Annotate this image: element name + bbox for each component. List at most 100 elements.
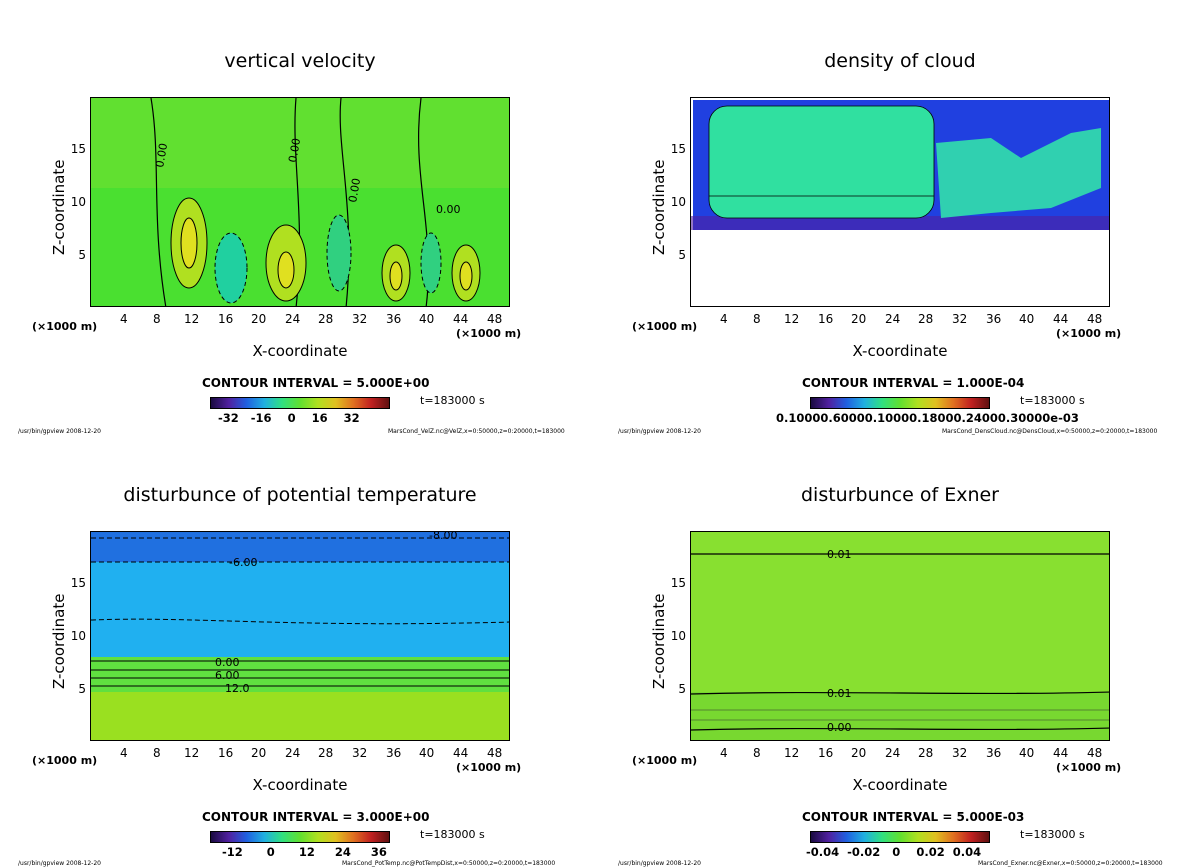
x-tick: 8 — [753, 312, 761, 326]
x-tick: 44 — [1053, 312, 1069, 326]
downdraft-core — [326, 214, 352, 292]
x-tick: 20 — [851, 746, 867, 760]
cloud-core — [708, 105, 935, 219]
chart-title: vertical velocity — [224, 50, 376, 72]
x-tick: 48 — [1087, 746, 1103, 760]
updraft-core — [277, 251, 295, 289]
contour-label: 0.00 — [286, 137, 303, 163]
x-tick: 16 — [218, 312, 234, 326]
x-axis-label: X-coordinate — [852, 776, 948, 794]
x-tick: 20 — [851, 312, 867, 326]
contour-plot: 0.00 0.00 0.00 0.00 — [91, 98, 509, 306]
colorbar — [210, 831, 390, 843]
contour-label: 0.01 — [827, 548, 852, 561]
x-tick: 16 — [818, 746, 834, 760]
x-tick: 48 — [487, 312, 503, 326]
x-tick: 44 — [453, 746, 469, 760]
contour-label: 0.00 — [827, 721, 852, 734]
x-tick: 20 — [251, 746, 267, 760]
chart-title: density of cloud — [824, 50, 976, 72]
x-tick: 36 — [386, 746, 402, 760]
footer-left: /usr/bin/gpview 2008-12-20 — [618, 860, 701, 867]
footer-right: MarsCond_VelZ.nc@VelZ,x=0:50000,z=0:2000… — [388, 428, 565, 435]
colorbar-ticks: -32 -16 0 16 32 — [218, 411, 360, 425]
time-label: t=183000 s — [420, 394, 485, 407]
footer-right: MarsCond_DensCloud.nc@DensCloud,x=0:5000… — [942, 428, 1158, 435]
x-tick: 36 — [986, 312, 1002, 326]
contour-label: 0.01 — [827, 687, 852, 700]
x-tick: 24 — [885, 746, 901, 760]
x-tick: 40 — [1019, 746, 1035, 760]
y-tick: 5 — [678, 248, 686, 262]
panel-density-of-cloud: density of cloud Z-coordinate 5 10 15 4 … — [600, 0, 1200, 435]
footer-left: /usr/bin/gpview 2008-12-20 — [18, 428, 101, 435]
x-tick: 36 — [986, 746, 1002, 760]
x-tick: 8 — [753, 746, 761, 760]
contour-label: 0.00 — [153, 142, 170, 168]
contour-label: 12.0 — [225, 682, 250, 695]
x-unit-left: (×1000 m) — [632, 320, 698, 333]
colorbar-ticks: 0.10000.60000.10000.18000.24000.30000e-0… — [776, 411, 1079, 425]
y-tick: 15 — [70, 576, 86, 590]
contour-label: -6.00 — [229, 556, 257, 569]
panel-exner: disturbunce of Exner 0.01 0.01 0.00 Z-co… — [600, 434, 1200, 868]
upper-field — [91, 98, 509, 188]
x-axis-label: X-coordinate — [852, 342, 948, 360]
time-label: t=183000 s — [420, 828, 485, 841]
x-tick: 12 — [184, 746, 200, 760]
cloud-base — [691, 216, 1109, 230]
contour-label: 0.00 — [436, 203, 461, 216]
x-tick: 28 — [318, 746, 334, 760]
x-tick: 40 — [419, 746, 435, 760]
y-tick: 10 — [670, 195, 686, 209]
contour-interval: CONTOUR INTERVAL = 5.000E+00 — [202, 376, 430, 390]
x-tick: 48 — [487, 746, 503, 760]
lower-field — [691, 692, 1109, 740]
panel-vertical-velocity: vertical velocity 0.00 0.00 0.00 0.00 Z — [0, 0, 600, 435]
x-tick: 28 — [918, 746, 934, 760]
time-label: t=183000 s — [1020, 394, 1085, 407]
plot-area: -8.00 -6.00 0.00 6.00 12.0 — [90, 531, 510, 741]
x-axis-label: X-coordinate — [252, 776, 348, 794]
contour-line — [91, 618, 509, 625]
downdraft-core — [214, 232, 248, 304]
contour-label: 0.00 — [346, 177, 363, 203]
colorbar-ticks: -12 0 12 24 36 — [222, 845, 387, 859]
x-tick: 8 — [153, 746, 161, 760]
panel-potential-temperature: disturbunce of potential temperature -8.… — [0, 434, 600, 868]
contour-label: -8.00 — [429, 532, 457, 542]
colorbar — [810, 397, 990, 409]
x-tick: 32 — [952, 312, 968, 326]
contour-plot — [691, 98, 1109, 306]
x-unit-left: (×1000 m) — [32, 320, 98, 333]
x-tick: 32 — [352, 312, 368, 326]
x-axis-label: X-coordinate — [252, 342, 348, 360]
footer-left: /usr/bin/gpview 2008-12-20 — [18, 860, 101, 867]
x-tick: 28 — [318, 312, 334, 326]
updraft-core — [180, 217, 198, 269]
contour-line — [691, 691, 1109, 695]
x-unit-right: (×1000 m) — [456, 761, 522, 774]
x-unit-right: (×1000 m) — [1056, 761, 1122, 774]
x-unit-left: (×1000 m) — [632, 754, 698, 767]
x-tick: 20 — [251, 312, 267, 326]
colorbar — [210, 397, 390, 409]
x-tick: 8 — [153, 312, 161, 326]
transition-layer — [91, 657, 509, 692]
y-tick: 10 — [670, 629, 686, 643]
chart-title: disturbunce of potential temperature — [123, 484, 477, 506]
colorbar — [810, 831, 990, 843]
x-tick: 36 — [386, 312, 402, 326]
contour-label: 0.00 — [215, 656, 240, 669]
y-tick: 5 — [78, 248, 86, 262]
x-unit-right: (×1000 m) — [1056, 327, 1122, 340]
downdraft-core — [420, 232, 442, 294]
y-tick: 15 — [670, 576, 686, 590]
contour-interval: CONTOUR INTERVAL = 1.000E-04 — [802, 376, 1025, 390]
time-label: t=183000 s — [1020, 828, 1085, 841]
y-tick: 15 — [70, 142, 86, 156]
x-tick: 16 — [218, 746, 234, 760]
x-tick: 16 — [818, 312, 834, 326]
x-unit-right: (×1000 m) — [456, 327, 522, 340]
plot-area — [690, 97, 1110, 307]
